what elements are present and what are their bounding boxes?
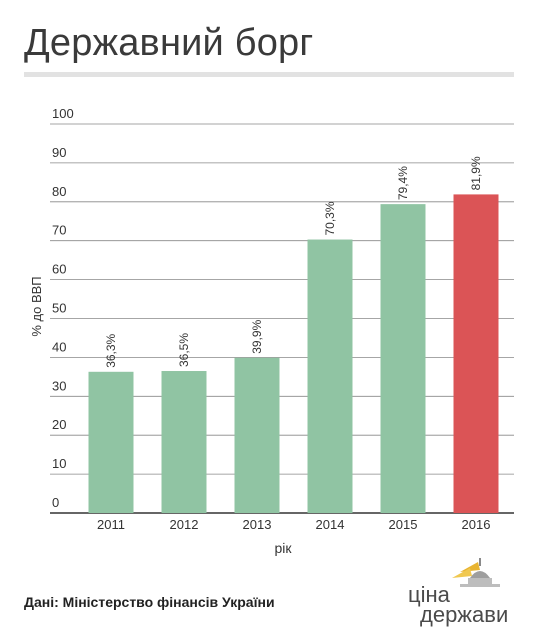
y-tick-label: 90 [52,145,66,160]
y-tick-label: 60 [52,262,66,277]
bar-2015 [380,204,426,513]
bar-2011 [88,371,134,513]
bar-2016 [453,194,499,513]
y-tick-label: 50 [52,301,66,316]
x-tick-label: 2011 [97,517,125,532]
x-tick-label: 2014 [316,517,345,532]
title-divider [24,72,514,77]
y-tick-label: 30 [52,378,66,393]
x-tick-label: 2015 [389,517,418,532]
logo-text-line1: ціна [408,582,451,607]
data-label: 36,3% [104,333,118,367]
data-label: 70,3% [323,201,337,235]
y-tick-label: 40 [52,339,66,354]
y-axis-label: % до ВВП [29,276,44,336]
y-tick-label: 70 [52,223,66,238]
parliament-dome-icon [452,558,500,587]
data-label: 81,9% [469,156,483,190]
y-tick-label: 10 [52,456,66,471]
x-tick-label: 2013 [243,517,272,532]
data-label: 79,4% [396,166,410,200]
x-axis-label: рік [274,540,292,556]
chart-title: Державний борг [24,22,314,64]
data-label: 36,5% [177,333,191,367]
logo-text-line2: держави [420,602,508,627]
y-tick-label: 0 [52,495,59,510]
bar-chart: 0 10 20 30 40 50 60 70 80 90 100 % до ВВП 36,3% 2011 3… [29,106,514,556]
x-tick-label: 2012 [170,517,199,532]
bar-2014 [307,239,353,513]
data-label: 39,9% [250,319,264,353]
data-source-note: Дані: Міністерство фінансів України [24,594,275,610]
bar-2012 [161,371,207,513]
y-tick-label: 80 [52,184,66,199]
y-tick-label: 100 [52,106,74,121]
bar-2013 [234,357,280,513]
y-tick-label: 20 [52,417,66,432]
x-tick-label: 2016 [462,517,491,532]
tsina-derzhavy-logo: ціна держави [408,558,508,627]
